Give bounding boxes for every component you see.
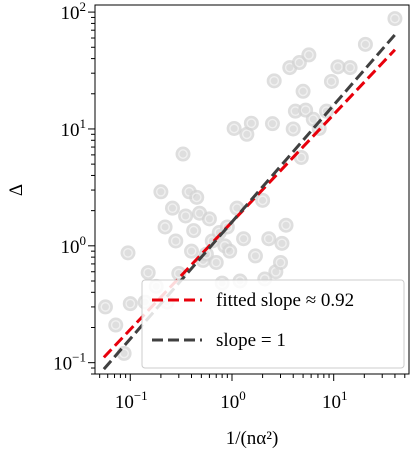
scatter-point bbox=[140, 265, 156, 281]
legend-label-fitted: fitted slope ≈ 0.92 bbox=[216, 290, 354, 311]
scatter-point bbox=[285, 121, 301, 137]
legend-label-slope1: slope = 1 bbox=[216, 330, 286, 351]
legend-fitted-symbol: ≈ bbox=[306, 290, 316, 311]
scatter-point bbox=[387, 11, 403, 27]
legend-slope1-symbol: = bbox=[261, 330, 272, 351]
scatter-point bbox=[274, 235, 290, 251]
scatter-point bbox=[164, 200, 180, 216]
legend-fitted-prefix: fitted slope bbox=[216, 290, 301, 311]
scatter-point bbox=[278, 217, 294, 233]
y-tick-label: 10−1 bbox=[53, 350, 86, 375]
scatter-point bbox=[97, 299, 113, 315]
legend-slope1-value: 1 bbox=[276, 330, 286, 351]
scatter-point bbox=[168, 233, 184, 249]
x-axis-ticks: 10−1 100 101 bbox=[99, 374, 406, 413]
y-axis-label: Δ bbox=[6, 184, 27, 196]
scatter-point bbox=[273, 254, 289, 270]
scatter-point bbox=[301, 47, 317, 63]
scatter-point bbox=[236, 231, 252, 247]
x-tick-label: 100 bbox=[220, 388, 246, 413]
scatter-point bbox=[108, 317, 124, 333]
scatter-point bbox=[201, 211, 217, 227]
legend-box bbox=[141, 279, 405, 369]
legend-fitted-value: 0.92 bbox=[321, 290, 354, 311]
scatter-point bbox=[357, 36, 373, 52]
scatter-point bbox=[295, 83, 311, 99]
scatter-point bbox=[222, 243, 238, 259]
plot-area-frame bbox=[94, 4, 410, 375]
scatter-point bbox=[186, 223, 202, 239]
scatter-point bbox=[153, 184, 169, 200]
scatter-point bbox=[255, 192, 271, 208]
scatter-point bbox=[243, 115, 259, 131]
y-tick-label: 100 bbox=[61, 233, 87, 258]
x-tick-label: 10−1 bbox=[115, 388, 148, 413]
scatter-point bbox=[261, 231, 277, 247]
scatter-point bbox=[342, 60, 358, 76]
x-axis-label: 1/(nα²) bbox=[226, 428, 279, 449]
scatter-point bbox=[120, 245, 136, 261]
scatter-point bbox=[178, 208, 194, 224]
x-tick-label: 101 bbox=[322, 388, 348, 413]
scatter-point bbox=[184, 243, 200, 259]
legend-slope1-prefix: slope bbox=[216, 330, 256, 351]
scatter-point bbox=[189, 189, 205, 205]
scatter-point bbox=[208, 254, 224, 270]
legend: fitted slope ≈ 0.92 slope = 1 bbox=[141, 279, 405, 369]
scatter-point bbox=[266, 73, 282, 89]
scatter-point bbox=[175, 146, 191, 162]
scatter-point bbox=[247, 248, 263, 264]
y-tick-label: 101 bbox=[61, 116, 87, 141]
scatter-point bbox=[157, 219, 173, 235]
scatter-point bbox=[264, 116, 280, 132]
y-axis-ticks: 10−1 100 101 102 bbox=[53, 0, 95, 375]
scatter-point bbox=[122, 296, 138, 312]
scatter-point bbox=[323, 73, 339, 89]
scatter-point bbox=[226, 120, 242, 136]
y-tick-label: 102 bbox=[61, 0, 87, 24]
scatter-point bbox=[330, 59, 346, 75]
